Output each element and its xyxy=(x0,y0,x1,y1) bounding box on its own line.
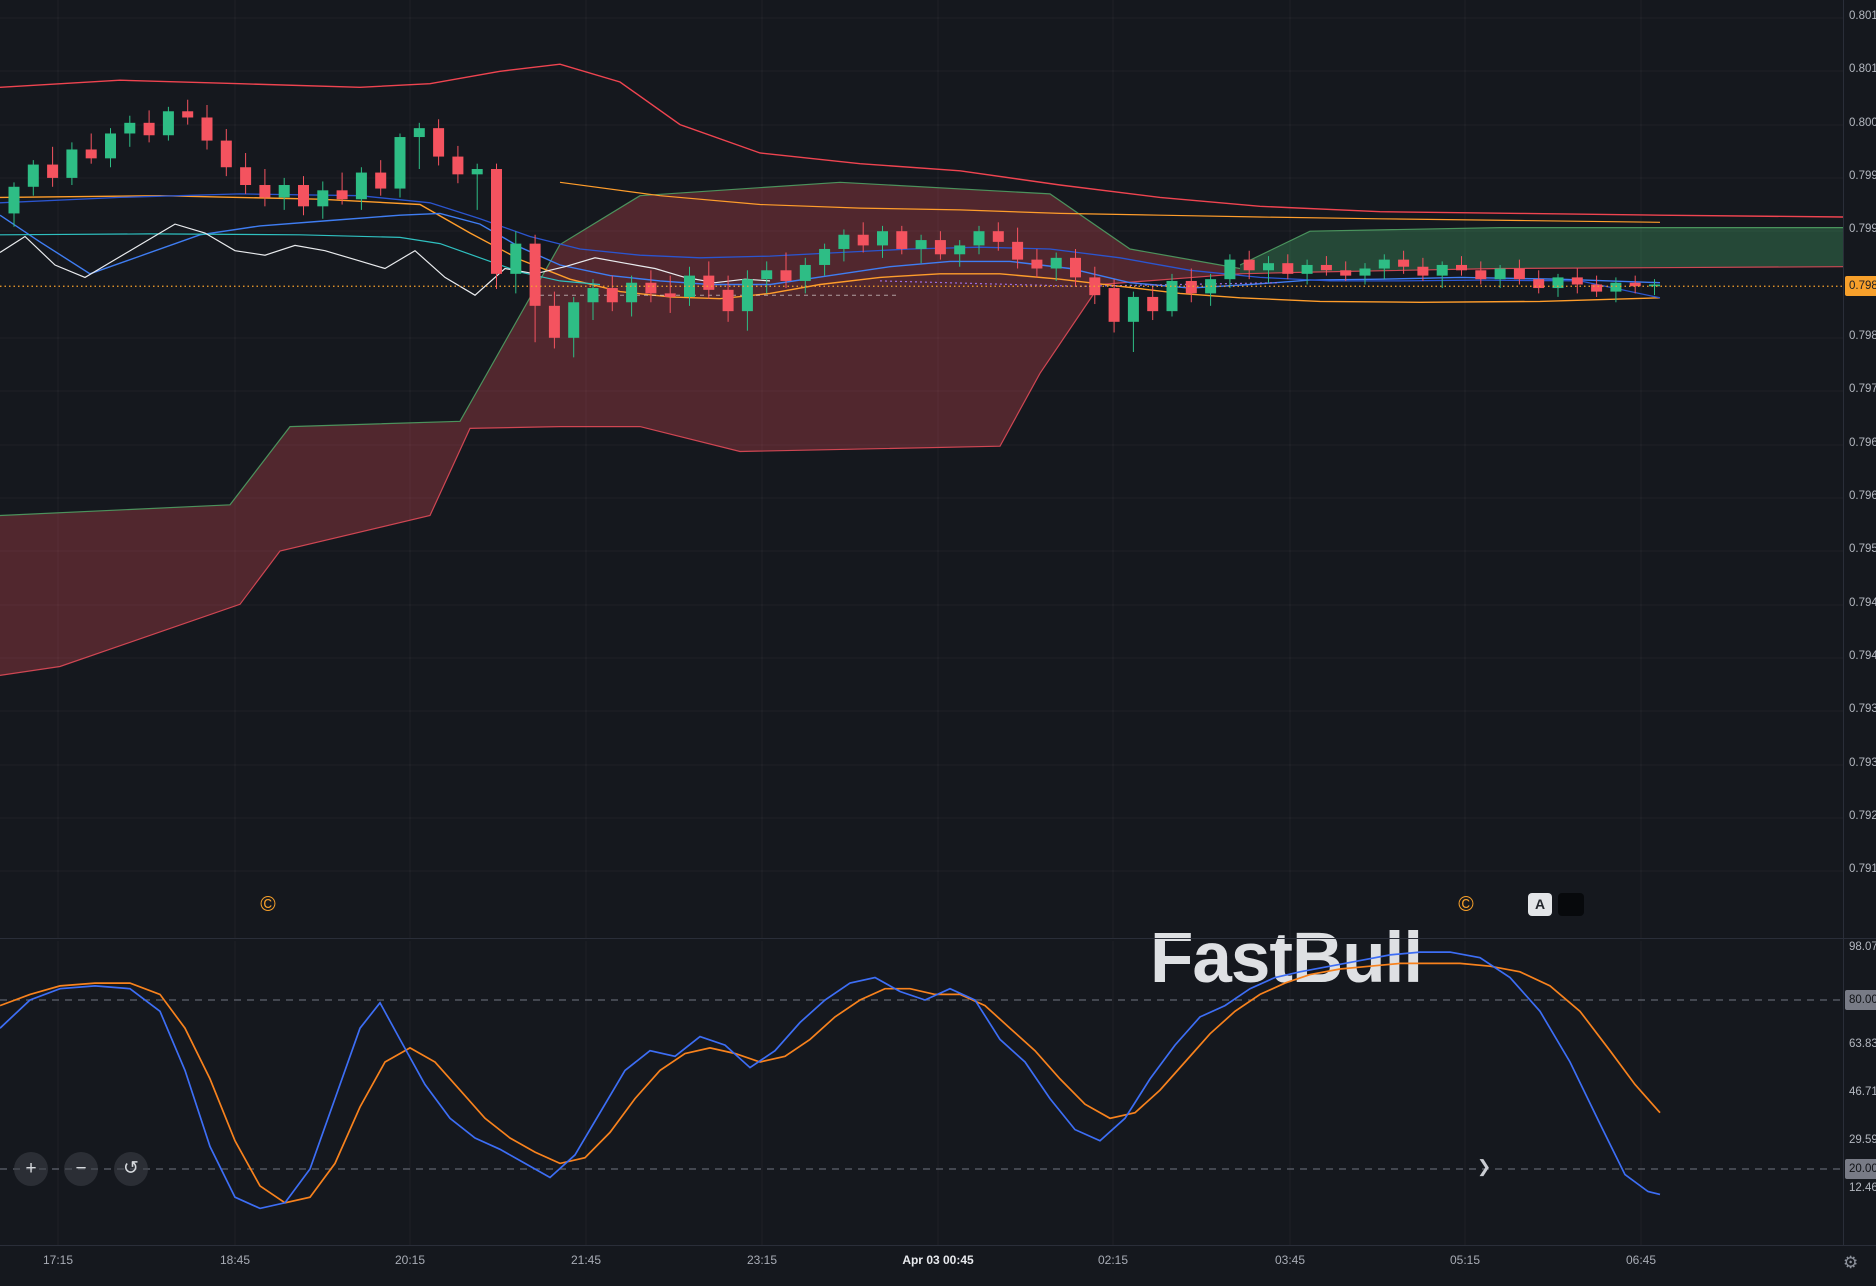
time-axis-label: 02:15 xyxy=(1097,1253,1129,1267)
price-axis-label: 0.7974 xyxy=(1849,383,1876,395)
stochastic-panel xyxy=(0,951,1843,1210)
time-axis-label: 23:15 xyxy=(746,1253,778,1267)
time-axis-label: 18:45 xyxy=(219,1253,251,1267)
stoch-axis-label: 63.83 xyxy=(1849,1038,1876,1050)
zoom-out-button[interactable]: − xyxy=(64,1152,98,1186)
price-axis-label: 0.8004 xyxy=(1849,117,1876,129)
main-panel xyxy=(0,63,1843,676)
time-axis[interactable]: 17:15 18:45 20:15 21:45 23:15 Apr 03 00:45 02:… xyxy=(0,1253,1876,1286)
current-price-badge: 0.7986 xyxy=(1845,276,1876,296)
chevron-right-icon[interactable]: ❯ xyxy=(1477,1157,1492,1176)
zoom-in-button[interactable]: + xyxy=(14,1152,48,1186)
stoch-axis-label: 29.59 xyxy=(1849,1134,1876,1146)
stoch-axis-label: 46.71 xyxy=(1849,1086,1876,1098)
reset-view-button[interactable]: ↺ xyxy=(114,1152,148,1186)
price-axis-label: 0.7919 xyxy=(1849,863,1876,875)
time-axis-label: 17:15 xyxy=(42,1253,74,1267)
price-axis-label: 0.7968 xyxy=(1849,437,1876,449)
time-axis-label: 20:15 xyxy=(394,1253,426,1267)
price-axis-label: 0.7962 xyxy=(1849,490,1876,502)
price-axis-label: 0.7925 xyxy=(1849,810,1876,822)
gridlines xyxy=(0,0,1843,1245)
time-axis-label: 06:45 xyxy=(1625,1253,1657,1267)
price-axis-label: 0.7937 xyxy=(1849,703,1876,715)
copyright-icon: © xyxy=(260,893,276,916)
price-axis-label: 0.7992 xyxy=(1849,223,1876,235)
time-axis-label: 05:15 xyxy=(1449,1253,1481,1267)
time-axis-label: 21:45 xyxy=(570,1253,602,1267)
time-axis-label: Apr 03 00:45 xyxy=(902,1253,974,1267)
stoch-level-badge: 80.00 xyxy=(1845,990,1876,1010)
stoch-axis-label: 98.07 xyxy=(1849,941,1876,953)
time-axis-label: 03:45 xyxy=(1274,1253,1306,1267)
price-axis-label: 0.7998 xyxy=(1849,170,1876,182)
copyright-icon: © xyxy=(1458,893,1474,916)
auto-scale-badge[interactable]: A xyxy=(1528,893,1552,916)
price-axis-label: 0.7956 xyxy=(1849,543,1876,555)
price-axis-label: 0.7943 xyxy=(1849,650,1876,662)
stoch-axis-label: 12.46 xyxy=(1849,1182,1876,1194)
price-axis-label: 0.7949 xyxy=(1849,597,1876,609)
price-axis-label: 0.8016 xyxy=(1849,10,1876,22)
axis-mode-badge[interactable] xyxy=(1558,893,1584,916)
gear-icon[interactable]: ⚙ xyxy=(1843,1253,1859,1272)
fastbull-watermark: FastBull xyxy=(1150,919,1423,998)
price-axis-label: 0.7931 xyxy=(1849,757,1876,769)
stoch-level-badge: 20.00 xyxy=(1845,1159,1876,1179)
